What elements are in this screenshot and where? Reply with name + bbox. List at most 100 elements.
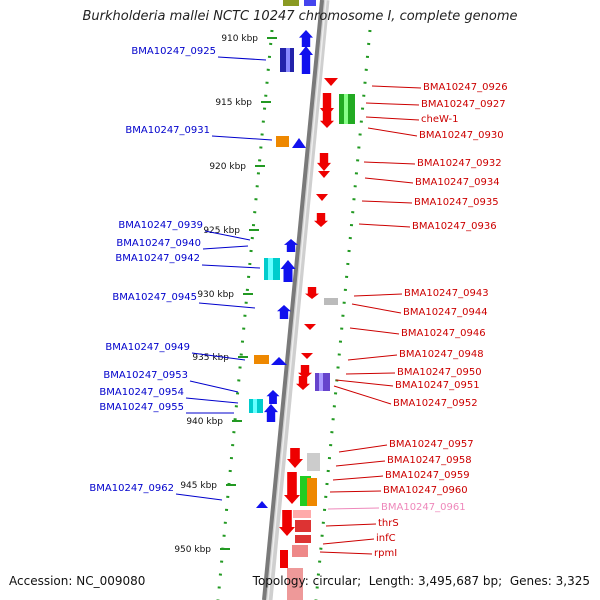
leader-line [365,116,420,121]
gene-box [292,545,308,557]
scale-label: 915 kbp [215,98,252,108]
gene-arrow-up [266,390,280,404]
genes-label: Genes: [509,574,552,588]
gene-label: BMA10247_0936 [412,221,497,232]
leader-line [217,56,267,61]
gene-box-highlight [253,399,257,413]
gene-label: BMA10247_0927 [421,99,506,110]
topology-label: Topology: [252,574,309,588]
gene-label: BMA10247_0925 [131,46,216,57]
leader-line [327,507,380,510]
gene-label: BMA10247_0952 [393,398,478,409]
gene-box [254,355,269,364]
leader-line [361,200,413,204]
gene-box-highlight [319,373,323,391]
leader-line [345,372,396,375]
gene-label: BMA10247_0940 [116,238,201,249]
gene-box-highlight [268,258,273,280]
leader-line [175,493,223,501]
leader-line [325,523,377,527]
gene-label: BMA10247_0958 [387,455,472,466]
accession-value: NC_009080 [76,574,146,588]
gene-arrow [292,138,306,148]
gene-arrow-up [284,239,298,252]
gene-arrow-down [320,93,334,117]
scale-label: 945 kbp [180,481,217,491]
gene-arrow-down [287,448,303,468]
gene-label: BMA10247_0960 [383,485,468,496]
length-value: 3,495,687 bp [418,574,499,588]
gene-box-highlight [286,48,290,72]
leader-line [358,223,411,228]
gene-arrow-down [317,153,331,171]
gene-box [276,136,289,147]
scale-label: 935 kbp [192,353,229,363]
gene-arrow-up [280,260,296,282]
gene-label: BMA10247_0930 [419,130,504,141]
leader-line [367,127,418,137]
leader-line [185,397,239,404]
gene-arrow-down [305,287,319,299]
gene-label: BMA10247_0951 [395,380,480,391]
leader-line [191,352,246,361]
gene-box [307,453,320,471]
topology-info: Topology: circular; Length: 3,495,687 bp… [252,574,590,588]
gene-box [287,568,303,600]
gene-labels: BMA10247_0925 BMA10247_0931 BMA10247_0939 B… [89,46,507,559]
leader-line [371,85,422,89]
gene-label: BMA10247_0934 [415,177,500,188]
gene-label: BMA10247_0957 [389,439,474,450]
gene-arrow [256,501,268,508]
leader-line [333,385,392,405]
leader-line [335,460,386,467]
leader-line [202,245,249,250]
leader-line [198,302,256,309]
gene-label: BMA10247_0945 [112,292,197,303]
gene-label: BMA10247_0948 [399,349,484,360]
gene-arrow [271,357,287,365]
leader-line [322,538,375,545]
leader-line [189,380,239,393]
label-leaders [175,56,422,555]
gene-label: rpmI [374,548,397,559]
gene-box [295,535,311,543]
topology-value: circular [312,574,358,588]
gene-label: BMA10247_0942 [115,253,200,264]
genes-value: 3,325 [555,574,590,588]
gene-box [304,0,316,6]
gene-arrow-down [320,112,334,128]
leader-line [211,135,273,141]
right-dotted-scale [314,29,372,600]
leader-line [347,354,398,361]
gene-box [280,550,288,568]
gene-label: infC [376,533,396,544]
accession-info: Accession: NC_009080 [9,574,145,588]
gene-label: BMA10247_0959 [385,470,470,481]
gene-arrow-up [264,404,278,422]
left-dotted-scale [216,29,274,600]
gene-box [293,510,311,518]
gene-label: BMA10247_0939 [118,220,203,231]
leader-line [365,102,420,106]
gene-arrow [316,194,328,201]
gene-label: BMA10247_0926 [423,82,508,93]
gene-box [307,478,317,506]
gene-arrow-down [314,213,328,227]
scale-label: 925 kbp [203,226,240,236]
gene-label: BMA10247_0961 [381,502,466,513]
scale-ticks: 910 kbp 915 kbp 920 kbp 925 kbp 930 kbp 935 k… [174,34,277,555]
gene-label: BMA10247_0953 [103,370,188,381]
gene-arrow [301,353,313,359]
gene-arrow-up [299,46,313,74]
gene-arrow-up [299,30,313,47]
gene-box-highlight [344,94,348,124]
leader-line [349,327,400,335]
leader-line [204,230,251,241]
gene-label: BMA10247_0943 [404,288,489,299]
gene-label: cheW-1 [421,114,458,125]
gene-arrow-up [277,305,291,319]
gene-label: BMA10247_0935 [414,197,499,208]
leader-line [332,475,384,481]
scale-label: 920 kbp [209,162,246,172]
